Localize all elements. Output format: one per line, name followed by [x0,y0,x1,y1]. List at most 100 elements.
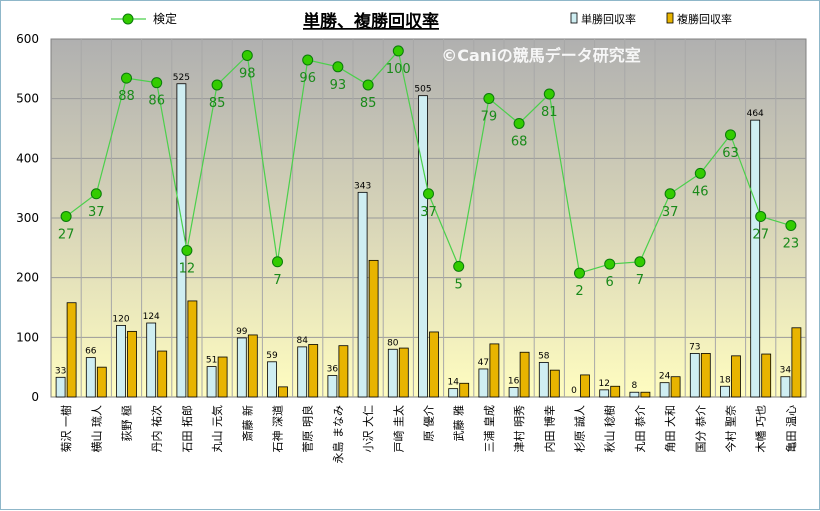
category-label: 丸田 恭介 [634,405,647,453]
bar-tansho [750,119,761,398]
kentei-label: 68 [511,134,528,149]
bar-fukusho [308,344,319,398]
category-label: 国分 恭介 [694,405,707,453]
series-tansho-bars [55,83,791,398]
bar-fukusho [731,355,741,398]
kentei-label: 88 [118,89,135,104]
bar-data-label: 66 [85,347,97,357]
bar-tansho [629,391,640,398]
bar-fukusho [489,343,500,398]
gridlines [51,39,806,397]
bar-fukusho [338,345,349,398]
kentei-point [725,129,736,141]
category-label: 角田 大和 [663,405,677,453]
legend-kentei-label: 検定 [153,11,177,26]
bar-data-label: 73 [689,342,700,352]
series-fukusho-bars [66,259,802,398]
bar-data-label: 47 [478,358,489,368]
kentei-label: 7 [273,273,281,288]
bar-tansho [297,346,308,398]
kentei-point [272,256,283,268]
category-label: 亀田 温心 [784,405,798,453]
series-kentei-line: 27 37 88 86 12 85 98 7 96 93 85 100 37 5 79 68 81 2 6 7 37 46… [58,45,800,299]
category-label: 今村 聖奈 [724,405,738,453]
bar-tansho [267,361,277,398]
x-axis: 菊沢 一樹 横山 琉人 荻野 極 丹内 祐次 石田 拓郎 丸山 元気 斎藤 新 石神 深道 菅原… [59,405,798,464]
kentei-point [60,210,72,222]
bar-tansho [689,353,700,398]
kentei-label: 7 [636,273,644,288]
bar-tansho [599,389,610,398]
kentei-label: 96 [299,71,316,86]
bar-tansho [85,357,96,398]
bar-tansho [327,375,338,398]
bar-fukusho [96,366,107,398]
kentei-point [211,79,223,91]
kentei-point [694,167,706,179]
legend: 検定 単勝回収率 複勝回収率 [111,11,732,26]
kentei-label: 85 [209,96,226,111]
bar-fukusho [580,374,590,398]
category-label: 津村 明秀 [512,405,526,453]
bar-fukusho [791,327,802,398]
category-label: 秋山 稔樹 [603,405,617,453]
bar-data-label: 59 [266,351,278,361]
bar-tansho [720,385,730,398]
bar-fukusho [670,376,681,398]
category-label: 内田 博幸 [542,405,556,453]
kentei-label: 37 [420,205,437,220]
bar-data-label: 8 [632,381,638,391]
bar-tansho [357,191,368,398]
kentei-label: 81 [541,105,558,120]
category-label: 原 優介 [423,405,436,442]
kentei-label: 5 [455,277,463,292]
kentei-point [513,117,525,129]
bar-data-label: 16 [508,376,520,386]
bar-tansho [780,376,791,398]
category-label: 永島 まなみ [331,405,345,464]
y-tick-label: 600 [16,32,39,46]
kentei-label: 63 [722,146,739,161]
bar-fukusho [640,391,651,398]
bar-data-label: 58 [538,351,550,361]
kentei-point [423,188,434,200]
category-label: 木幡 巧也 [754,405,768,453]
category-label: 横山 琉人 [89,405,103,453]
bar-data-label: 124 [143,312,160,322]
bar-fukusho [549,369,560,398]
bar-fukusho [761,353,772,398]
bar-data-label: 12 [598,379,609,389]
kentei-point [332,61,344,73]
bar-data-label: 33 [55,366,66,376]
bar-fukusho [66,302,77,398]
y-axis: 0 100 200 300 400 500 600 [16,32,39,404]
bar-fukusho [278,386,288,398]
kentei-point [181,244,193,256]
kentei-point [241,49,253,61]
bar-tansho [418,95,428,398]
bar-tansho [176,83,187,398]
category-label: 菅原 明良 [301,405,315,453]
kentei-point [543,88,555,100]
chart-title: 単勝、複勝回収率 [303,11,439,32]
bar-data-label: 464 [747,109,764,119]
bar-fukusho [127,330,137,398]
kentei-point [604,258,616,270]
category-label: 丸山 元気 [210,405,224,453]
bar-data-label: 80 [387,338,399,348]
category-label: 小沢 大仁 [361,405,375,453]
bar-fukusho [700,353,711,398]
kentei-label: 12 [179,261,196,276]
category-label: 菊沢 一樹 [59,405,73,453]
y-tick-label: 500 [16,92,39,106]
category-label: 荻野 極 [120,405,134,442]
watermark: ©Caniの競馬データ研究室 [441,46,640,65]
bar-fukusho [187,300,198,398]
kentei-label: 2 [575,284,583,299]
kentei-point [634,256,646,268]
kentei-label: 85 [360,96,377,111]
kentei-label: 23 [783,237,800,252]
